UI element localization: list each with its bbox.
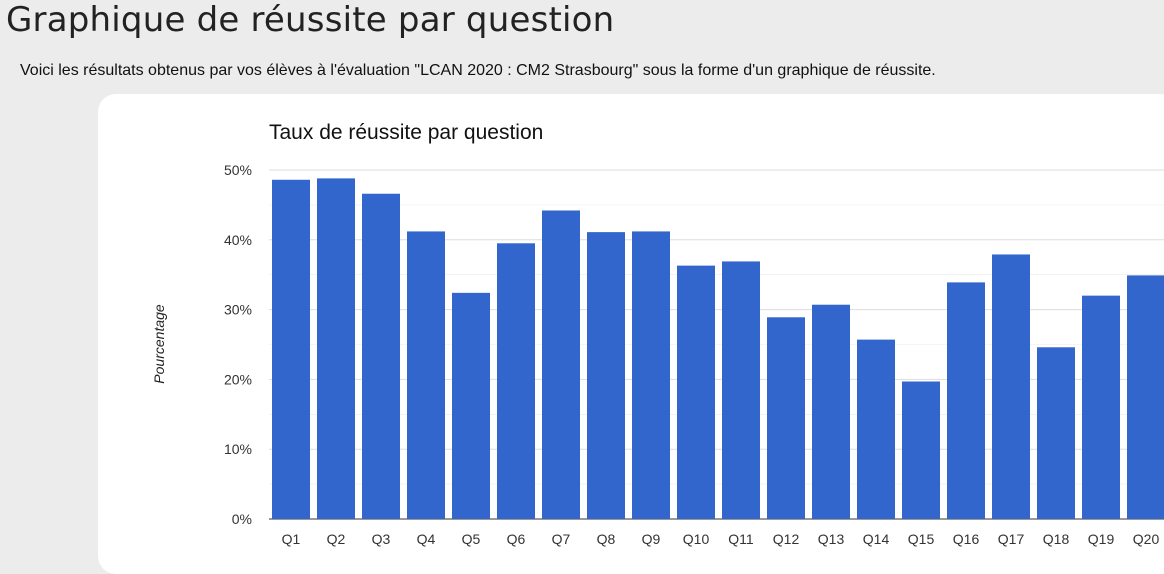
y-tick-label: 20% [224,371,252,387]
x-tick-label: Q8 [597,531,616,547]
bar-q16[interactable] [947,282,985,519]
bar-q13[interactable] [812,304,850,519]
x-axis-ticks: Q1 Q2 Q3 Q4 Q5 Q6 Q7 Q8 Q9 Q10 Q11 Q12 Q13 Q14 Q15 Q16 Q… [282,531,1160,547]
y-axis-ticks: 0% 10% 20% 30% 40% 50% [224,162,252,527]
y-tick-label: 40% [224,232,252,248]
bar-q15[interactable] [902,381,940,519]
x-tick-label: Q9 [642,531,661,547]
bar-q12[interactable] [767,317,805,519]
x-tick-label: Q13 [818,531,845,547]
intro-text: Voici les résultats obtenus par vos élèv… [20,62,936,79]
x-tick-label: Q18 [1043,531,1070,547]
y-tick-label: 30% [224,302,252,318]
x-tick-label: Q14 [863,531,890,547]
y-tick-label: 0% [232,511,252,527]
x-tick-label: Q10 [683,531,710,547]
x-tick-label: Q15 [908,531,935,547]
bar-q5[interactable] [452,292,490,519]
x-tick-label: Q1 [282,531,301,547]
page-title: Graphique de réussite par question [6,0,615,40]
bar-q14[interactable] [857,339,895,519]
chart-title: Taux de réussite par question [269,121,543,144]
bar-q1[interactable] [272,179,310,519]
x-tick-label: Q12 [773,531,800,547]
y-tick-label: 50% [224,162,252,178]
x-tick-label: Q4 [417,531,436,547]
bar-q3[interactable] [362,193,400,519]
x-tick-label: Q19 [1088,531,1115,547]
x-tick-label: Q5 [462,531,481,547]
chart-card: Taux de réussite par question Pourcentag… [98,94,1164,574]
x-tick-label: Q16 [953,531,980,547]
bar-q2[interactable] [317,178,355,519]
bar-q11[interactable] [722,261,760,519]
bar-q20[interactable] [1127,275,1164,519]
y-axis-title: Pourcentage [151,304,167,384]
x-tick-label: Q6 [507,531,526,547]
bar-chart: Taux de réussite par question Pourcentag… [151,121,1164,547]
bar-q9[interactable] [632,231,670,519]
bars [272,178,1164,520]
x-tick-label: Q11 [728,531,754,547]
bar-q8[interactable] [587,232,625,519]
bar-q19[interactable] [1082,295,1120,519]
x-tick-label: Q2 [327,531,346,547]
bar-q17[interactable] [992,254,1030,519]
x-tick-label: Q7 [552,531,571,547]
bar-q7[interactable] [542,210,580,519]
bar-q4[interactable] [407,231,445,519]
bar-q10[interactable] [677,265,715,519]
x-tick-label: Q20 [1133,531,1160,547]
y-tick-label: 10% [224,441,252,457]
x-tick-label: Q3 [372,531,391,547]
bar-q6[interactable] [497,243,535,520]
x-tick-label: Q17 [998,531,1025,547]
bar-q18[interactable] [1037,347,1075,519]
